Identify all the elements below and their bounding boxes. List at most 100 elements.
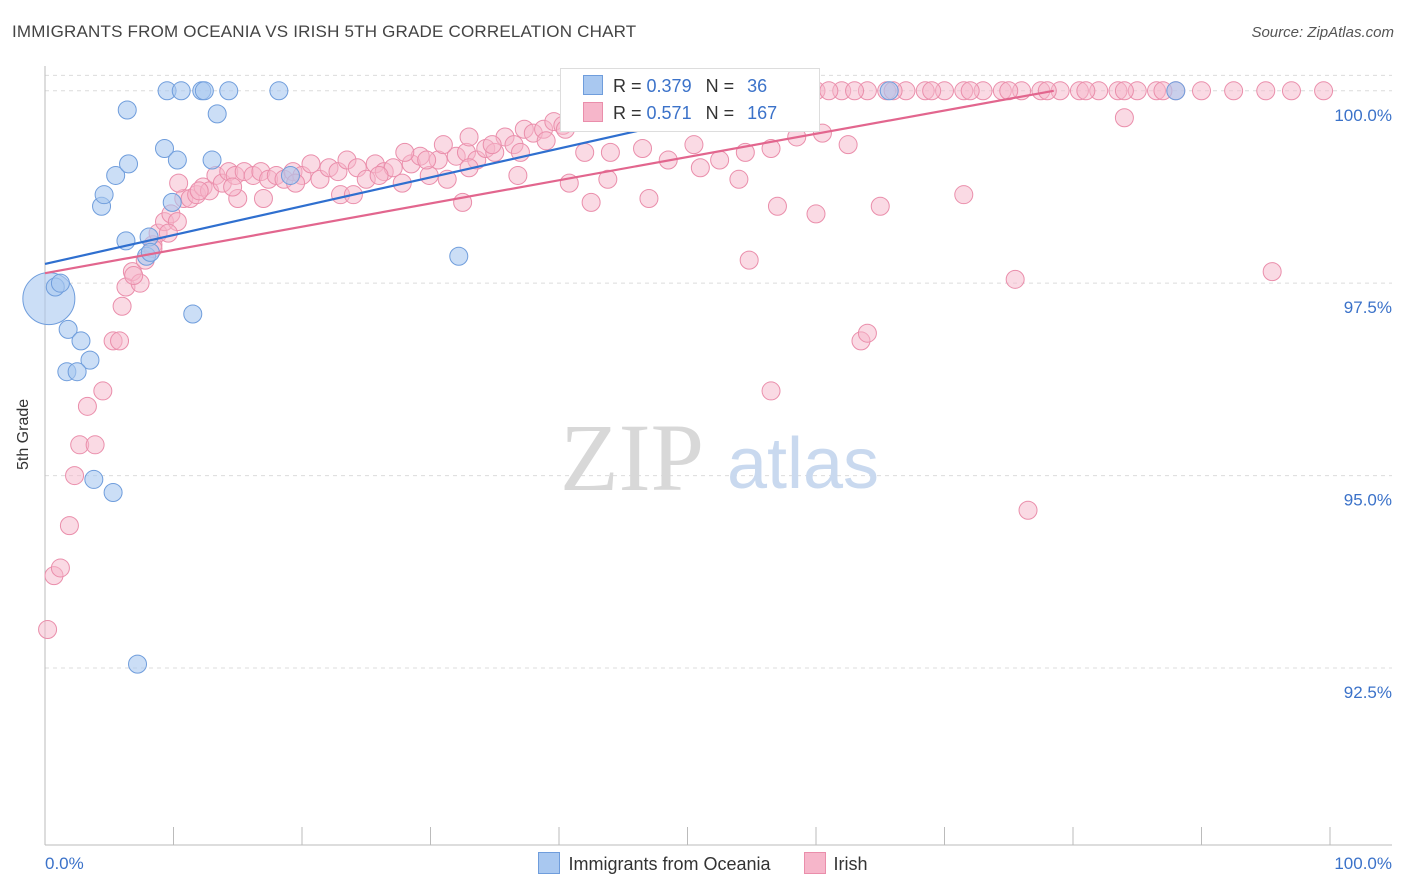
irish-point — [1114, 81, 1134, 101]
irish-points — [38, 81, 1334, 640]
irish-point — [1262, 262, 1282, 282]
irish-point — [838, 135, 858, 155]
oceania-point — [879, 81, 899, 101]
irish-point — [684, 135, 704, 155]
oceania-point — [183, 304, 203, 324]
irish-point — [598, 169, 618, 189]
irish-point — [536, 131, 556, 151]
irish-point — [639, 189, 659, 209]
watermark-zip-text: ZIP — [560, 404, 704, 511]
irish-point — [581, 192, 601, 212]
y-tick-label: 100.0% — [1334, 106, 1392, 125]
irish-point — [761, 381, 781, 401]
irish-point — [189, 181, 209, 201]
irish-point — [459, 127, 479, 147]
irish-point — [806, 204, 826, 224]
irish-point — [1114, 108, 1134, 128]
legend-swatch-oceania — [538, 852, 561, 874]
irish-point — [845, 81, 865, 101]
n-value: 167 — [747, 103, 778, 123]
irish-point — [954, 185, 974, 205]
irish-point — [819, 81, 839, 101]
irish-point — [739, 250, 759, 270]
irish-point — [1256, 81, 1276, 101]
chart-source: Source: ZipAtlas.com — [1251, 24, 1394, 41]
irish-point — [690, 158, 710, 178]
irish-point — [960, 81, 980, 101]
tick-labels: 92.5% 95.0% 97.5% 100.0% 0.0% 100.0% — [45, 106, 1392, 873]
irish-point — [110, 331, 130, 351]
irish-point — [857, 323, 877, 343]
y-tick-label: 97.5% — [1344, 298, 1392, 317]
irish-point — [223, 177, 243, 197]
n-label: N = — [705, 103, 735, 123]
series-legend: Immigrants from Oceania Irish — [0, 852, 1406, 875]
irish-point — [59, 516, 79, 536]
irish-point — [38, 620, 58, 640]
y-tick-label: 95.0% — [1344, 491, 1392, 510]
oceania-point — [207, 104, 227, 124]
oceania-point — [194, 81, 214, 101]
watermark-atlas-text: atlas — [727, 424, 879, 504]
oceania-point — [80, 350, 100, 370]
legend-item-irish[interactable]: Irish — [803, 852, 868, 875]
r-value: 0.379 — [646, 76, 692, 96]
x-tick-label-min: 0.0% — [45, 854, 84, 873]
irish-point — [85, 435, 105, 455]
irish-swatch — [583, 102, 603, 122]
irish-point — [1314, 81, 1334, 101]
irish-point — [482, 135, 502, 155]
irish-point — [253, 189, 273, 209]
watermark: ZIP atlas — [560, 404, 879, 511]
oceania-point — [202, 150, 222, 170]
oceania-point — [67, 362, 87, 382]
irish-point — [1224, 81, 1244, 101]
legend-item-oceania[interactable]: Immigrants from Oceania — [538, 852, 771, 875]
x-tick-label-max: 100.0% — [1334, 854, 1392, 873]
oceania-points — [22, 81, 1186, 674]
oceania-point — [167, 150, 187, 170]
oceania-point — [84, 469, 104, 489]
irish-point — [870, 196, 890, 216]
r-label: R = — [613, 76, 642, 96]
irish-point — [112, 296, 132, 316]
oceania-swatch — [583, 75, 603, 95]
irish-point — [301, 154, 321, 174]
irish-point — [508, 165, 528, 185]
oceania-point — [71, 331, 91, 351]
irish-trend-line — [44, 89, 1054, 275]
stats-legend: R = 0.379 N = 36 R = 0.571 N = 167 — [560, 68, 820, 132]
irish-point — [729, 169, 749, 189]
irish-point — [767, 196, 787, 216]
irish-point — [600, 142, 620, 162]
irish-point — [1005, 269, 1025, 289]
oceania-point — [162, 192, 182, 212]
oceania-point — [119, 154, 139, 174]
irish-point — [1076, 81, 1096, 101]
irish-point — [158, 223, 178, 243]
stats-row-irish: R = 0.571 N = 167 — [583, 102, 777, 126]
irish-point — [417, 150, 437, 170]
oceania-point — [219, 81, 239, 101]
irish-point — [761, 139, 781, 159]
irish-point — [922, 81, 942, 101]
irish-point — [169, 173, 189, 193]
irish-point — [395, 142, 415, 162]
oceania-point — [128, 654, 148, 674]
y-axis-label: 5th Grade — [15, 398, 32, 470]
oceania-point — [58, 319, 78, 339]
oceania-point — [269, 81, 289, 101]
irish-point — [77, 396, 97, 416]
oceania-point — [155, 139, 175, 159]
irish-point — [1018, 500, 1038, 520]
oceania-point — [94, 185, 114, 205]
oceania-point — [1166, 81, 1186, 101]
oceania-point — [280, 165, 300, 185]
oceania-point — [449, 246, 469, 266]
axis-layer — [44, 66, 1392, 846]
legend-label-oceania: Immigrants from Oceania — [568, 854, 771, 874]
irish-point — [1192, 81, 1211, 101]
oceania-point — [103, 483, 123, 503]
oceania-point — [106, 165, 126, 185]
